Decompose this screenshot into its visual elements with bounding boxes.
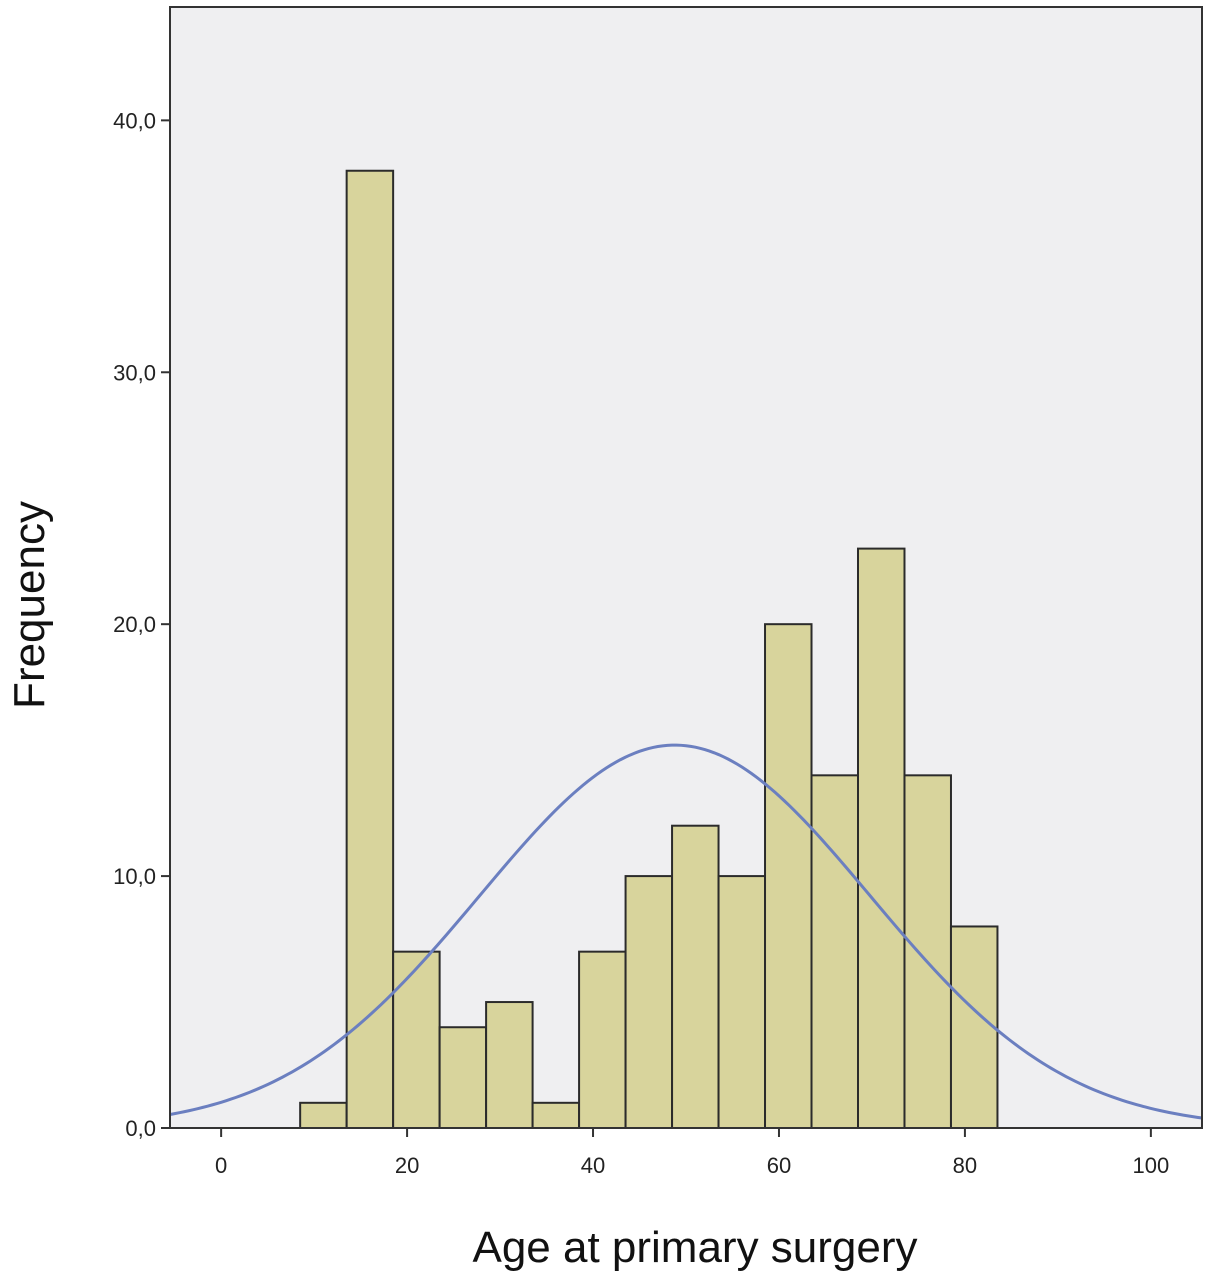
histogram-bar (438, 1026, 488, 1130)
plot-frame (169, 6, 1203, 1129)
histogram-bar (764, 623, 813, 1129)
y-tick-label: 0,0 (125, 1116, 156, 1141)
histogram-bar (810, 774, 859, 1130)
x-axis: 0 20 40 60 80 100 (215, 1128, 1169, 1178)
histogram-bar (485, 1001, 534, 1129)
x-axis-title: Age at primary surgery (472, 1223, 917, 1272)
x-tick-label: 0 (215, 1153, 227, 1178)
histogram-bar (392, 950, 441, 1129)
x-tick-label: 100 (1133, 1153, 1170, 1178)
histogram-bar (671, 824, 720, 1130)
histogram-bar (949, 925, 999, 1130)
y-tick-label: 20,0 (113, 612, 156, 637)
y-axis-title: Frequency (5, 501, 54, 709)
histogram-bar (903, 774, 952, 1130)
y-axis: 0,0 10,0 20,0 30,0 40,0 (113, 108, 170, 1141)
y-tick-label: 30,0 (113, 360, 156, 385)
histogram-bar (857, 547, 906, 1129)
y-tick-label: 40,0 (113, 108, 156, 133)
y-tick-label: 10,0 (113, 864, 156, 889)
bars-group (299, 169, 999, 1130)
histogram-bar (531, 1101, 581, 1129)
x-tick-label: 80 (953, 1153, 977, 1178)
histogram-bar (624, 875, 674, 1130)
histogram-bar (345, 169, 395, 1129)
x-tick-label: 20 (395, 1153, 419, 1178)
normal-curve (169, 743, 1203, 1120)
x-tick-label: 40 (581, 1153, 605, 1178)
histogram-bar (578, 950, 627, 1129)
histogram-bar (717, 875, 767, 1130)
histogram-bar (299, 1101, 348, 1129)
x-tick-label: 60 (767, 1153, 791, 1178)
